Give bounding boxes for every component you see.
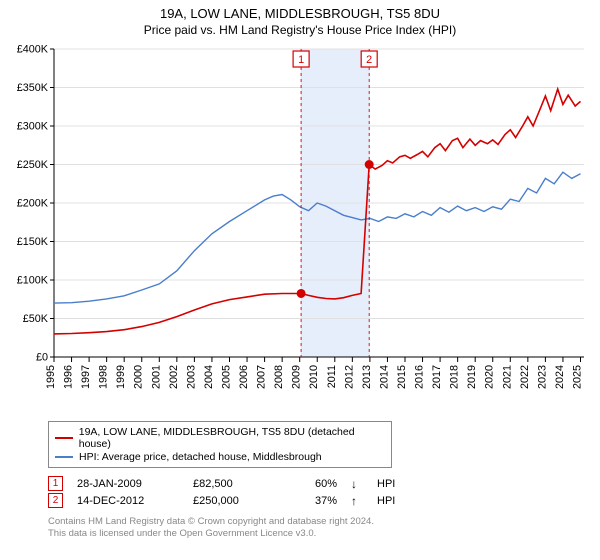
- arrow-icon: ↓: [351, 477, 363, 491]
- svg-text:2006: 2006: [238, 365, 250, 389]
- sale-pct: 60%: [297, 478, 337, 490]
- svg-text:2025: 2025: [571, 365, 583, 389]
- svg-text:£400K: £400K: [17, 44, 49, 56]
- sale-price: £82,500: [193, 478, 283, 490]
- svg-text:2015: 2015: [396, 365, 408, 389]
- svg-text:2008: 2008: [273, 365, 285, 389]
- legend-label: HPI: Average price, detached house, Midd…: [79, 451, 322, 463]
- svg-text:2020: 2020: [484, 365, 496, 389]
- sale-marker-icon: 2: [48, 493, 63, 508]
- svg-text:2005: 2005: [220, 365, 232, 389]
- svg-text:2010: 2010: [308, 365, 320, 389]
- sale-date: 28-JAN-2009: [77, 478, 179, 490]
- svg-text:2013: 2013: [361, 365, 373, 389]
- chart-title: 19A, LOW LANE, MIDDLESBROUGH, TS5 8DU: [8, 6, 592, 21]
- svg-text:2011: 2011: [326, 365, 338, 388]
- legend-label: 19A, LOW LANE, MIDDLESBROUGH, TS5 8DU (d…: [79, 426, 385, 450]
- svg-text:1996: 1996: [63, 365, 75, 389]
- svg-text:£300K: £300K: [17, 121, 49, 133]
- sale-row: 1 28-JAN-2009 £82,500 60% ↓ HPI: [48, 476, 584, 491]
- svg-text:£150K: £150K: [17, 236, 49, 248]
- svg-text:2009: 2009: [291, 365, 303, 389]
- sale-vs: HPI: [377, 495, 395, 507]
- svg-text:1999: 1999: [115, 365, 127, 389]
- svg-text:1: 1: [298, 54, 304, 66]
- sale-marker-icon: 1: [48, 476, 63, 491]
- legend-swatch-blue: [55, 456, 73, 458]
- svg-text:2022: 2022: [519, 365, 531, 389]
- sales-table: 1 28-JAN-2009 £82,500 60% ↓ HPI 2 14-DEC-2012 £2…: [48, 476, 584, 508]
- legend-swatch-red: [55, 437, 73, 439]
- sale-vs: HPI: [377, 478, 395, 490]
- svg-text:2017: 2017: [431, 365, 443, 389]
- svg-text:2001: 2001: [150, 365, 162, 389]
- svg-text:2014: 2014: [378, 365, 390, 389]
- svg-text:£0: £0: [36, 352, 48, 364]
- arrow-icon: ↑: [351, 494, 363, 508]
- svg-text:2004: 2004: [203, 365, 215, 389]
- svg-text:2018: 2018: [449, 365, 461, 389]
- svg-text:£100K: £100K: [17, 275, 49, 287]
- sale-pct: 37%: [297, 495, 337, 507]
- footer-attribution: Contains HM Land Registry data © Crown c…: [48, 516, 584, 541]
- svg-text:£350K: £350K: [17, 82, 49, 94]
- svg-text:£250K: £250K: [17, 159, 49, 171]
- svg-text:2016: 2016: [414, 365, 426, 389]
- legend-item-property: 19A, LOW LANE, MIDDLESBROUGH, TS5 8DU (d…: [55, 426, 385, 450]
- svg-text:2007: 2007: [256, 365, 268, 389]
- legend: 19A, LOW LANE, MIDDLESBROUGH, TS5 8DU (d…: [48, 421, 392, 468]
- footer-line-1: Contains HM Land Registry data © Crown c…: [48, 516, 584, 528]
- legend-item-hpi: HPI: Average price, detached house, Midd…: [55, 451, 385, 463]
- sale-row: 2 14-DEC-2012 £250,000 37% ↑ HPI: [48, 493, 584, 508]
- svg-text:£200K: £200K: [17, 198, 49, 210]
- svg-text:2021: 2021: [501, 365, 513, 389]
- svg-text:2000: 2000: [133, 365, 145, 389]
- footer-line-2: This data is licensed under the Open Gov…: [48, 528, 584, 540]
- svg-text:2024: 2024: [554, 365, 566, 389]
- svg-text:1998: 1998: [98, 365, 110, 389]
- svg-text:2: 2: [366, 54, 372, 66]
- svg-text:2003: 2003: [185, 365, 197, 389]
- sale-price: £250,000: [193, 495, 283, 507]
- price-chart: £0 £50K £100K £150K £200K £250K £300K £350K £400…: [8, 43, 592, 415]
- svg-text:2012: 2012: [343, 365, 355, 389]
- chart-svg: £0 £50K £100K £150K £200K £250K £300K £350K £400…: [8, 43, 592, 415]
- svg-text:£50K: £50K: [23, 313, 49, 325]
- svg-text:2019: 2019: [466, 365, 478, 389]
- svg-text:1997: 1997: [80, 365, 92, 389]
- svg-text:2023: 2023: [536, 365, 548, 389]
- svg-text:2002: 2002: [168, 365, 180, 389]
- chart-subtitle: Price paid vs. HM Land Registry's House …: [8, 23, 592, 37]
- sale-date: 14-DEC-2012: [77, 495, 179, 507]
- svg-text:1995: 1995: [45, 365, 57, 389]
